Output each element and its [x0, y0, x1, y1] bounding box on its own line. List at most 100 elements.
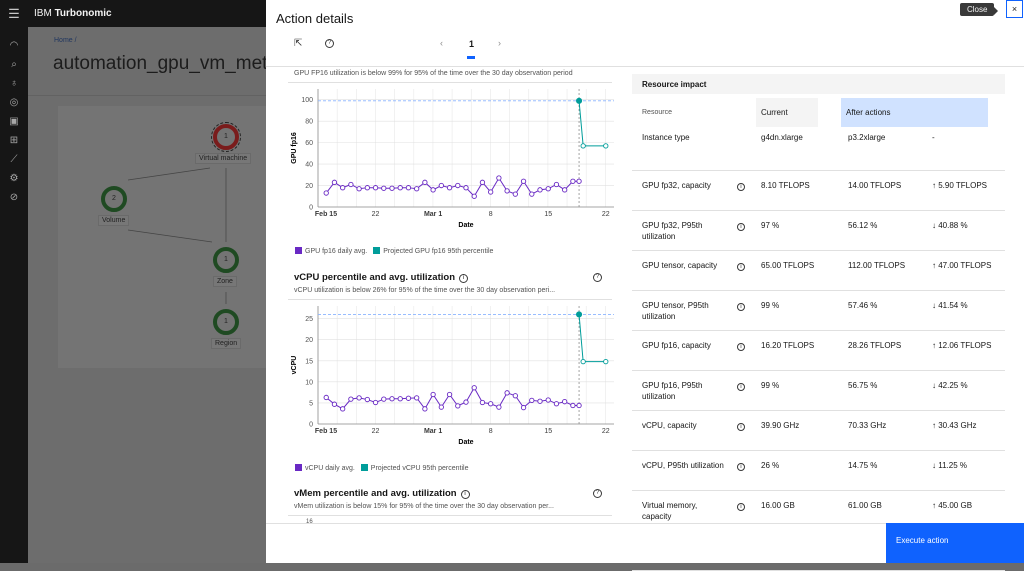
info-icon[interactable]: i [737, 302, 745, 311]
close-button[interactable]: × [1006, 0, 1023, 18]
page-number[interactable]: 1 [469, 39, 475, 49]
compass-icon[interactable]: ⊘ [9, 192, 19, 203]
node-region[interactable]: 1 [213, 309, 239, 335]
data-point [438, 182, 444, 189]
info-icon[interactable]: i [737, 222, 745, 231]
charts-scroll-area[interactable]: GPU FP16 utilization is below 99% for 95… [266, 67, 616, 523]
info-icon[interactable]: i [737, 502, 745, 511]
data-point [405, 395, 412, 401]
data-point [537, 187, 543, 193]
delta-value: ↑ 12.06 TFLOPS [922, 330, 1005, 371]
legend-item[interactable]: Projected vCPU 95th percentile [360, 464, 468, 472]
info-icon[interactable]: i [737, 462, 745, 471]
x-tick-label: 15 [544, 211, 552, 218]
x-tick-label: 22 [602, 211, 610, 218]
data-point [529, 191, 535, 197]
export-icon[interactable]: ⇱ [294, 38, 303, 49]
info-icon[interactable]: i [737, 182, 745, 191]
help-icon[interactable]: ? [593, 273, 602, 282]
row-label: Instance type [632, 130, 727, 171]
page-indicator [467, 56, 475, 59]
lightbulb-icon[interactable]: ♁ [10, 78, 18, 89]
data-point [455, 182, 461, 189]
current-value: g4dn.xlarge [751, 130, 838, 171]
divider [288, 515, 612, 516]
vcpu-chart-legend: vCPU daily avg. Projected vCPU 95th perc… [295, 464, 468, 472]
help-icon[interactable]: ? [325, 39, 334, 48]
divider [288, 82, 612, 83]
current-value: 26 % [751, 450, 838, 491]
brand: IBM Turbonomic [34, 8, 112, 19]
action-details-panel: Action details ⇱ ? ‹ 1 › Close × GPU FP1… [266, 0, 1024, 571]
divider [288, 299, 612, 300]
node-label: Zone [213, 276, 237, 287]
search-icon[interactable]: ⌕ [11, 59, 17, 70]
y-tick-label: 60 [305, 140, 313, 147]
data-point [414, 186, 420, 192]
data-point [479, 179, 486, 185]
info-icon[interactable]: i [737, 382, 745, 391]
dashboard-icon[interactable]: ◠ [9, 40, 19, 51]
current-value: 16.20 TFLOPS [751, 330, 838, 371]
gpu-fp16-chart: 0 20 40 60 80 100 Feb 15 22 Mar 1 8 15 22 Date GPU fp… [291, 89, 614, 229]
row-label: GPU fp32, P95th utilization [632, 210, 727, 251]
x-tick-label: 15 [544, 428, 552, 435]
data-point [545, 397, 551, 403]
next-page-button[interactable]: › [498, 38, 501, 48]
legend-item[interactable]: Projected GPU fp16 95th percentile [373, 247, 493, 255]
delta-value: ↑ 47.00 TFLOPS [922, 250, 1005, 291]
info-icon[interactable]: i [460, 490, 470, 499]
table-icon[interactable]: ⊞ [9, 135, 19, 146]
data-point [553, 181, 560, 188]
data-point [422, 179, 428, 185]
data-point [340, 406, 346, 412]
panel-title: Action details [276, 11, 354, 26]
legend-item[interactable]: vCPU daily avg. [295, 464, 355, 472]
after-value: 56.12 % [838, 210, 922, 251]
settings-icon[interactable]: ⚙ [9, 173, 19, 184]
node-label: Virtual machine [195, 153, 252, 164]
after-value: 56.75 % [838, 370, 922, 411]
panel-footer [266, 523, 886, 563]
data-point [576, 311, 583, 318]
copy-icon[interactable]: ▣ [9, 116, 19, 127]
after-value: 57.46 % [838, 290, 922, 331]
hamburger-menu-icon[interactable]: ☰ [8, 5, 20, 21]
info-icon[interactable]: i [459, 274, 469, 283]
data-point [455, 403, 461, 409]
supply-chain-graph: 1 Virtual machine 2 Volume 1 Zone 1 Regi… [58, 106, 268, 368]
divider [266, 66, 1024, 67]
y-tick-label: 15 [305, 358, 313, 365]
chart-icon[interactable]: ⟋ [10, 154, 18, 165]
node-virtual-machine[interactable]: 1 [211, 122, 241, 152]
resource-impact: Resource impact Resource Current After a… [632, 74, 1005, 571]
data-point [479, 399, 486, 406]
node-zone[interactable]: 1 [213, 247, 239, 273]
help-icon[interactable]: ? [593, 489, 602, 498]
legend-item[interactable]: GPU fp16 daily avg. [295, 247, 367, 255]
y-axis-label: vCPU [291, 356, 298, 375]
breadcrumb[interactable]: Home / [54, 37, 77, 44]
data-point [340, 185, 346, 191]
delta-value: ↓ 11.25 % [922, 450, 1005, 491]
series-line-0 [325, 177, 580, 198]
data-point [603, 143, 609, 149]
data-point [463, 399, 469, 405]
after-value: 14.00 TFLOPS [838, 170, 922, 211]
vcpu-chart-title: vCPU percentile and avg. utilization i [294, 272, 469, 283]
y-tick-label: 5 [309, 400, 313, 407]
data-point [471, 385, 477, 391]
node-volume[interactable]: 2 [101, 186, 127, 212]
data-point [570, 402, 576, 409]
location-icon[interactable]: ◎ [9, 97, 19, 108]
data-point [372, 185, 379, 191]
close-tooltip: Close [960, 3, 999, 16]
prev-page-button[interactable]: ‹ [440, 38, 443, 48]
divider [28, 95, 266, 96]
info-icon[interactable]: i [737, 422, 745, 431]
data-point [323, 394, 329, 401]
info-icon[interactable]: i [737, 342, 745, 351]
execute-action-button[interactable]: Execute action [886, 523, 1024, 563]
info-icon[interactable]: i [737, 262, 745, 271]
y-tick-label: 0 [309, 422, 313, 429]
